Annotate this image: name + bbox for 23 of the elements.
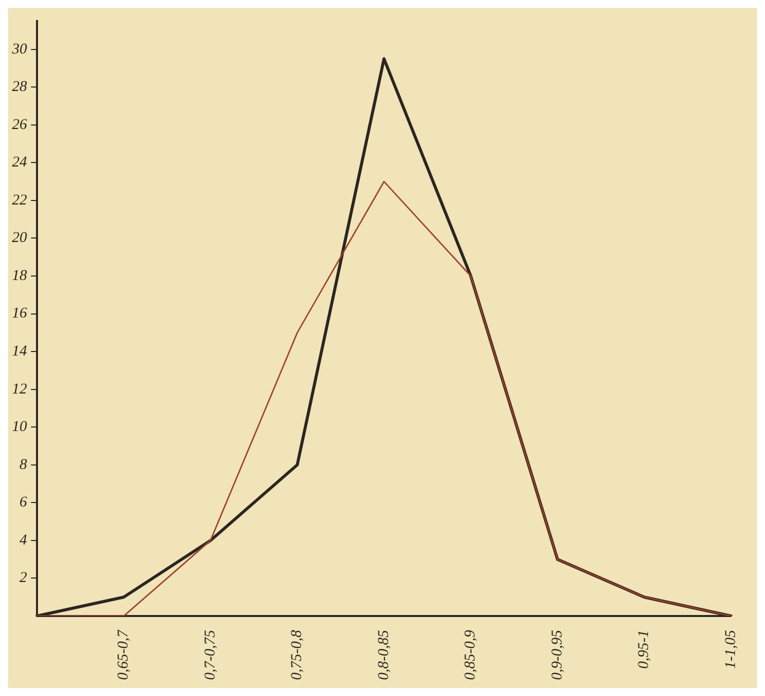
y-tick-label: 2: [20, 570, 28, 586]
y-tick-label: 14: [12, 343, 28, 360]
y-tick-label: 4: [20, 532, 28, 548]
x-tick-label: 1-1,05: [722, 630, 739, 669]
y-tick-label: 6: [20, 494, 28, 511]
x-tick-label: 0,75-0,8: [289, 630, 306, 680]
y-tick-label: 28: [12, 79, 28, 96]
y-tick-label: 18: [12, 268, 28, 284]
y-tick-label: 16: [12, 306, 28, 322]
x-tick-label: 0,65-0,7: [116, 628, 132, 680]
y-tick-label: 12: [12, 381, 28, 398]
x-tick-label: 0,7-0,75: [202, 630, 218, 680]
y-tick-label: 30: [11, 41, 28, 58]
x-tick-label: 0,85-0,9: [462, 630, 479, 680]
x-tick-label: 0,8-0,85: [376, 630, 392, 680]
x-tick-label: 0,95-1: [636, 630, 652, 669]
y-tick-label: 24: [12, 154, 28, 171]
y-tick-label: 20: [12, 230, 28, 246]
y-tick-label: 10: [12, 419, 28, 436]
x-tick-label: 0,9-0,95: [549, 630, 566, 680]
y-tick-label: 22: [12, 192, 28, 208]
y-tick-label: 26: [12, 116, 28, 133]
y-tick-label: 8: [20, 456, 28, 473]
